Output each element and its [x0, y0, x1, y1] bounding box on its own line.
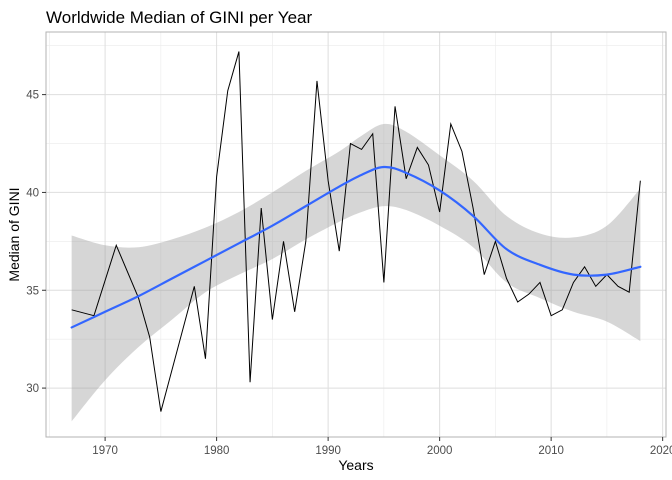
y-tick-label: 45 [26, 90, 39, 102]
y-tick-label: 40 [26, 187, 39, 199]
y-tick-label: 30 [26, 383, 39, 395]
x-tick-label: 2000 [427, 445, 453, 457]
y-axis-title: Median of GINI [6, 187, 22, 281]
plot-border [45, 31, 667, 438]
smooth-trend-line [70, 165, 642, 329]
chart-title: Worldwide Median of GINI per Year [46, 8, 312, 27]
x-tick-label: 2010 [538, 445, 564, 457]
data-lines [70, 51, 642, 412]
gini-median-line [71, 51, 641, 412]
x-axis-title: Years [338, 457, 373, 473]
axis-ticks: 1970 1980 1990 2000 2010 2020 30 35 40 45 [26, 90, 672, 457]
grid-lines [46, 32, 666, 438]
x-tick-label: 1970 [92, 445, 118, 457]
plot-panel [46, 32, 666, 437]
x-tick-label: 2020 [650, 445, 672, 457]
x-tick-label: 1990 [315, 445, 341, 457]
x-tick-label: 1980 [204, 445, 230, 457]
y-tick-label: 35 [26, 285, 39, 297]
